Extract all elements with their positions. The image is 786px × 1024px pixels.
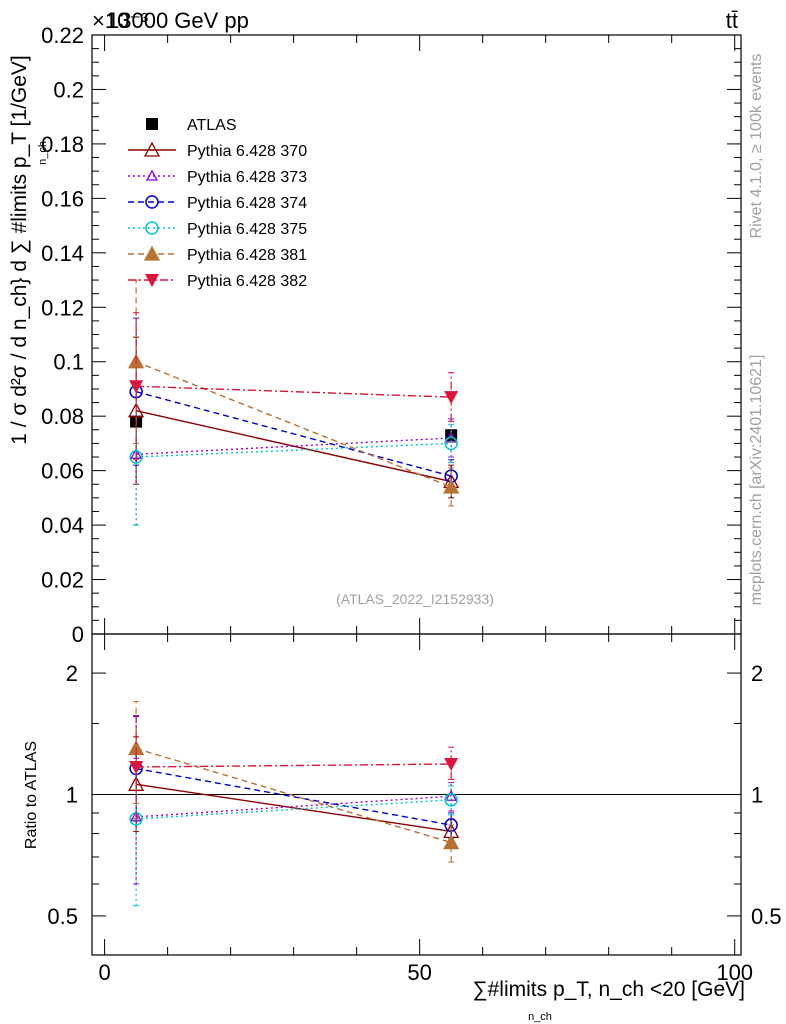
ratio-y-tick-label-right: 0.5	[751, 904, 782, 929]
legend-label: ATLAS	[187, 117, 237, 134]
legend-marker	[145, 195, 159, 209]
x-axis-title-index: n_ch	[528, 1011, 552, 1023]
ratio-data-point	[443, 834, 460, 850]
y-tick-label: 0.2	[53, 77, 84, 102]
ratio-data-point	[444, 758, 459, 772]
x-axis: 0 50 100	[98, 35, 753, 985]
legend-marker	[145, 221, 159, 235]
legend: ATLAS Pythia 6.428 370 Pythia 6.428 373 Pyt…	[128, 117, 307, 290]
ratio-y-tick-label-right: 1	[751, 783, 763, 808]
main-y-axis-title: 1 / σ d²σ / d n_ch} d ∑ #limits p_T [1/G…	[8, 55, 31, 445]
ratio-series-line	[136, 763, 452, 768]
ratio-series-group	[128, 701, 460, 907]
data-point	[444, 436, 458, 451]
data-point	[444, 391, 459, 405]
y-tick-label: 0.06	[41, 459, 84, 484]
y-tick-label: 0.08	[41, 404, 84, 429]
ratio-y-tick-label: 1	[66, 783, 78, 808]
legend-label: Pythia 6.428 374	[187, 195, 307, 212]
y-tick-label: 0.1	[53, 350, 84, 375]
legend-label: Pythia 6.428 373	[187, 169, 307, 186]
x-axis-title: ∑#limits p_T, n_ch <20 [GeV]	[473, 978, 745, 1001]
exponent-label: ×10⁻³	[92, 8, 148, 33]
main-series-group	[128, 279, 460, 526]
x-tick-label: 100	[716, 960, 753, 985]
legend-label: Pythia 6.428 370	[187, 143, 307, 160]
series-line	[135, 361, 452, 488]
mcplots-watermark: mcplots.cern.ch [arXiv:2401.10621]	[748, 355, 765, 606]
ratio-series-line	[136, 795, 452, 818]
ratio-series-line	[136, 783, 452, 833]
ratio-y-axis-title: Ratio to ATLAS	[23, 741, 40, 849]
legend-label: Pythia 6.428 381	[187, 247, 307, 264]
ratio-y-tick-label-right: 2	[751, 661, 763, 686]
main-y-axis-title-index: n_ch	[37, 141, 49, 165]
legend-label: Pythia 6.428 375	[187, 221, 307, 238]
ratio-data-point	[129, 760, 144, 774]
legend-label: Pythia 6.428 382	[187, 273, 307, 290]
rivet-watermark: Rivet 4.1.0, ≥ 100k events	[748, 54, 765, 239]
x-tick-label: 0	[98, 960, 110, 985]
y-tick-label: 0.16	[41, 186, 84, 211]
y-tick-label: 0	[72, 622, 84, 647]
series-line	[136, 385, 452, 398]
series-line	[135, 391, 452, 477]
energy-label: 13000 GeV pp	[107, 8, 249, 33]
data-point	[443, 478, 460, 494]
main-y-axis: 0 0.02 0.04 0.06 0.08 0.1 0.12 0.14 0.16 0.18 0.2 0…	[41, 23, 741, 647]
y-tick-label: 0.18	[41, 132, 84, 157]
process-label: tt̄	[726, 8, 738, 33]
legend-marker	[145, 274, 159, 287]
ratio-series-line	[135, 767, 452, 826]
y-tick-label: 0.02	[41, 568, 84, 593]
ratio-data-point	[444, 793, 458, 807]
legend-marker	[146, 118, 158, 130]
y-tick-label: 0.14	[41, 241, 84, 266]
data-point	[129, 380, 144, 394]
legend-marker	[145, 169, 159, 181]
y-tick-label: 0.22	[41, 23, 84, 48]
series-line	[135, 410, 452, 483]
ratio-y-axis: 0.5 0.5 1 1 2 2	[47, 661, 781, 929]
analysis-label: (ATLAS_2022_I2152933)	[336, 591, 494, 607]
y-tick-label: 0.12	[41, 295, 84, 320]
y-tick-label: 0.04	[41, 513, 84, 538]
ratio-y-tick-label: 2	[66, 661, 78, 686]
legend-marker	[143, 141, 161, 157]
ratio-y-tick-label: 0.5	[47, 904, 78, 929]
data-point	[129, 450, 143, 464]
x-tick-label: 50	[407, 960, 431, 985]
ratio-series-line	[135, 747, 452, 844]
legend-marker	[143, 245, 161, 261]
